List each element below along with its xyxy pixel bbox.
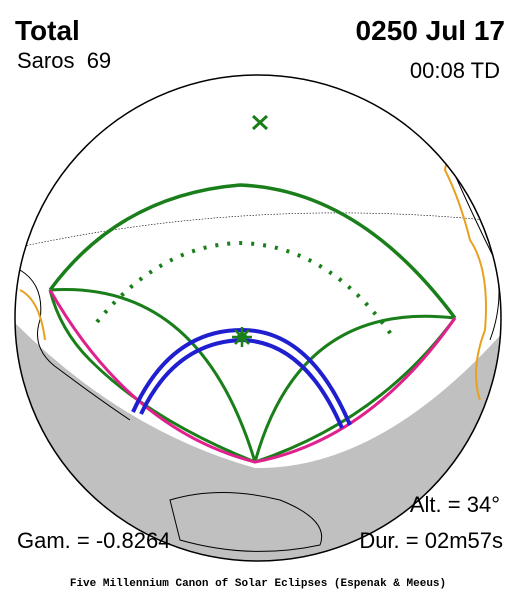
- subsolar-point: [251, 114, 269, 131]
- penumbra-limit: [253, 314, 456, 463]
- gamma: Gam. = -0.8264: [17, 528, 170, 553]
- coastline: [19, 289, 46, 341]
- altitude: Alt. = 34°: [410, 492, 500, 517]
- coastline: [19, 269, 131, 421]
- sunrise-sunset-curve: [48, 289, 457, 464]
- outer-limit: [48, 183, 457, 320]
- antarctica: [169, 492, 322, 552]
- globe-outline: [14, 74, 502, 562]
- duration: Dur. = 02m57s: [359, 528, 503, 553]
- max-eclipse-curve: [95, 240, 397, 342]
- outer-limit: [48, 289, 457, 464]
- greatest-eclipse-dot: [237, 332, 247, 342]
- equator: [15, 212, 501, 249]
- night-shade: [15, 318, 501, 561]
- footer: Five Millennium Canon of Solar Eclipses …: [70, 578, 446, 590]
- eclipse-type: Total: [15, 15, 80, 46]
- date: 0250 Jul 17: [356, 15, 505, 46]
- penumbra-limit: [49, 287, 257, 463]
- saros: Saros 69: [17, 48, 111, 73]
- globe: [15, 75, 501, 561]
- time: 00:08 TD: [410, 58, 500, 83]
